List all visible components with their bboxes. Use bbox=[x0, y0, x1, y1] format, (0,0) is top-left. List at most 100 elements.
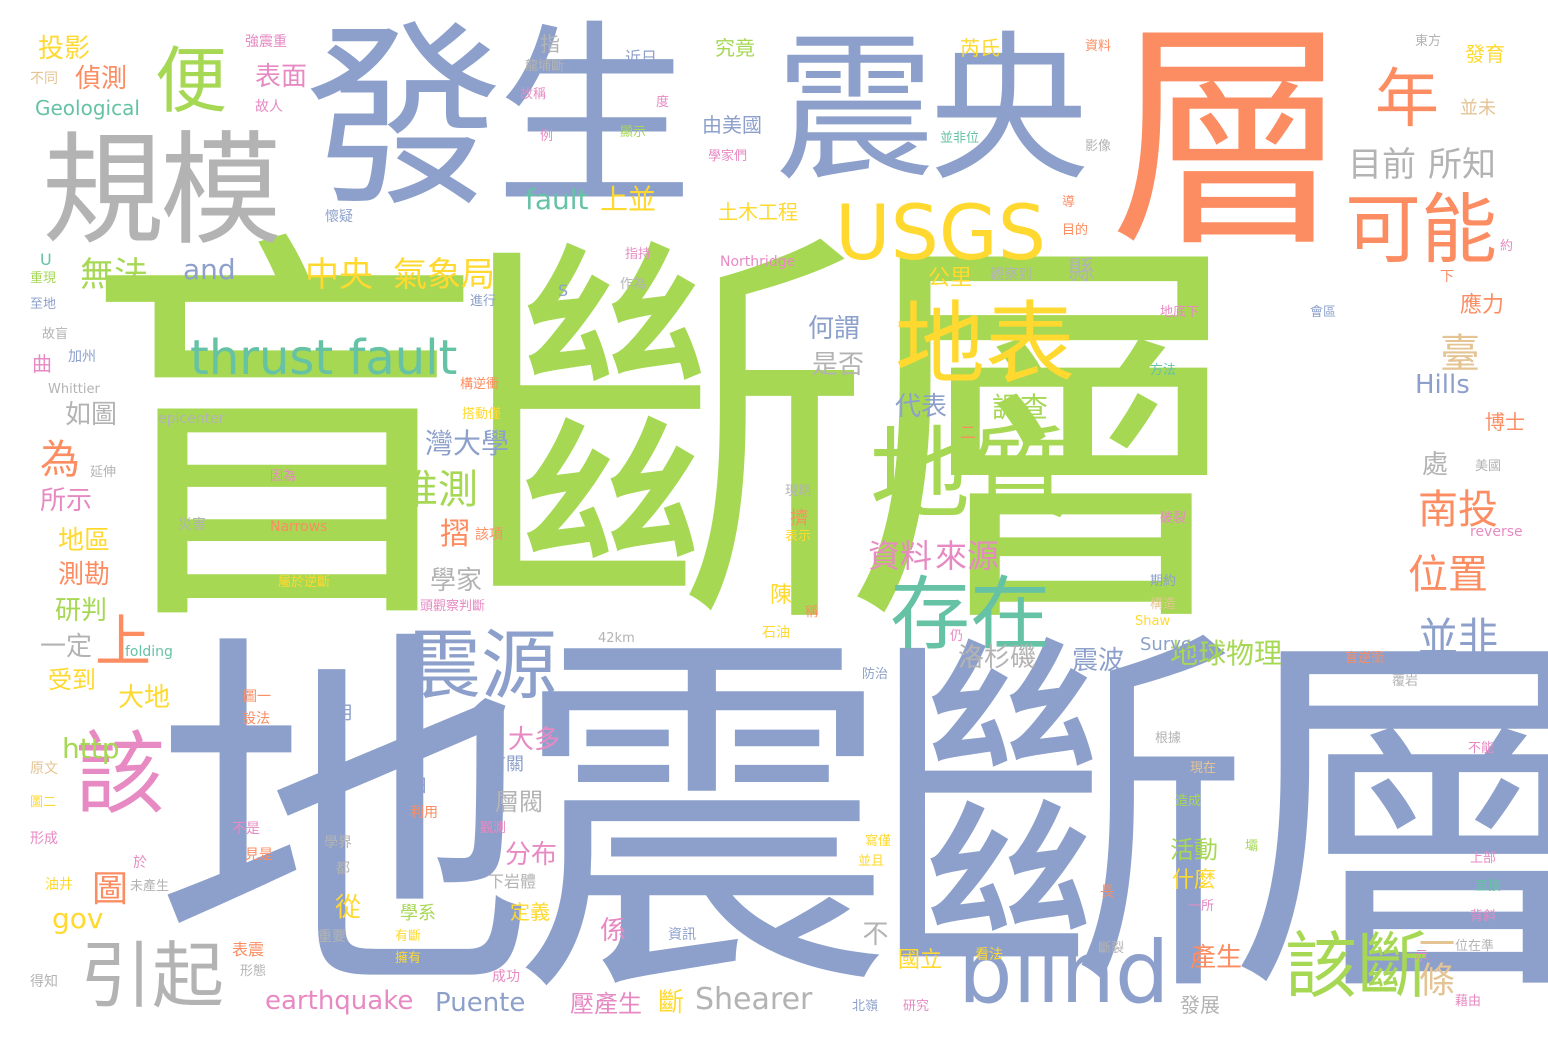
word-up-and: 上並 bbox=[600, 183, 657, 216]
word-support: 指持 bbox=[625, 247, 652, 262]
word-as-figure: 如圖 bbox=[65, 400, 118, 430]
word-after-all: 究竟 bbox=[715, 36, 755, 60]
word-information: 資訊 bbox=[668, 927, 696, 943]
word-prevention: 防治 bbox=[862, 667, 889, 682]
word-northridge-zh: 北嶺 bbox=[852, 999, 879, 1014]
word-national: 國立 bbox=[898, 948, 943, 973]
word-gu-ren: 故人 bbox=[255, 99, 283, 115]
word-fold: 摺 bbox=[440, 517, 470, 552]
word-underground: 地底下 bbox=[1160, 305, 1200, 320]
word-usgs: USGS bbox=[835, 188, 1047, 277]
word-infer: 推測 bbox=[398, 467, 478, 513]
word-survey-en: Survey bbox=[1140, 634, 1203, 655]
word-because: 因為 bbox=[270, 469, 297, 484]
word-activity-only: 搭動僅 bbox=[462, 407, 502, 422]
word-puente: Puente bbox=[435, 988, 526, 1018]
word-kilometer: 公里 bbox=[928, 266, 973, 291]
word-morphology: 形態 bbox=[240, 964, 267, 979]
word-is: 為 bbox=[40, 437, 80, 483]
word-direct: 直接 bbox=[1475, 879, 1502, 894]
word-fault: fault bbox=[525, 183, 589, 216]
word-only: 寫僅 bbox=[865, 834, 892, 849]
word-blind: blind bbox=[958, 923, 1170, 1023]
word-known: 所知 bbox=[1428, 145, 1496, 185]
word-day: 日 bbox=[410, 776, 428, 797]
word-original-text: 原文 bbox=[30, 761, 58, 777]
word-figure-one: 圖一 bbox=[243, 689, 271, 705]
word-not: 不 bbox=[858, 920, 888, 946]
word-usa: 美國 bbox=[1475, 459, 1502, 474]
word-u: U bbox=[40, 250, 52, 269]
word-scientist: 學家 bbox=[430, 566, 483, 596]
word-upper-part: 上部 bbox=[1470, 851, 1497, 866]
word-by-means: 藉由 bbox=[1455, 994, 1482, 1009]
word-the-fault: 該斷 bbox=[1285, 924, 1430, 1008]
word-hypocenter: 震源 bbox=[405, 621, 557, 710]
word-investigate: 調查 bbox=[992, 391, 1049, 424]
word-thrust-fault: thrust fault bbox=[190, 330, 458, 386]
word-to-ground: 至地 bbox=[30, 297, 57, 312]
word-university: 灣大學 bbox=[425, 427, 510, 460]
word-figure-two: 圖二 bbox=[30, 795, 57, 810]
word-observation-judge: 頭觀察判斷 bbox=[420, 599, 486, 614]
word-department: 學系 bbox=[400, 903, 436, 924]
word-layer: 層 bbox=[1110, 0, 1351, 280]
word-at: 於 bbox=[133, 855, 147, 871]
word-called: 稱 bbox=[805, 605, 819, 620]
word-geological: Geological bbox=[35, 96, 140, 120]
word-month: 月 bbox=[336, 703, 354, 724]
word-doctor: 博士 bbox=[1485, 410, 1525, 434]
word-epicenter-en: epicenter bbox=[158, 411, 225, 427]
word-then: 便 bbox=[155, 39, 228, 123]
word-seismic-wave: 震波 bbox=[1072, 646, 1125, 676]
word-judge: 研判 bbox=[55, 596, 108, 626]
word-from: 從 bbox=[335, 893, 362, 923]
word-42km: 42km bbox=[598, 631, 635, 646]
word-display: 顯示 bbox=[620, 125, 647, 140]
word-metro: 會區 bbox=[1310, 305, 1337, 320]
word-earthquake-fault-main: 地震斷層 bbox=[155, 600, 1548, 1043]
word-not-is: 並非 bbox=[1418, 615, 1498, 661]
word-squeeze: 擠 bbox=[790, 508, 808, 529]
word-place: 處 bbox=[1422, 450, 1449, 480]
word-refer: 指 bbox=[540, 32, 560, 56]
word-produce: 產生 bbox=[1190, 943, 1243, 973]
word-not-located: 並非位 bbox=[940, 131, 980, 146]
word-represent: 代表 bbox=[895, 392, 948, 422]
word-cause: 引起 bbox=[80, 934, 225, 1018]
word-still: 仍 bbox=[950, 629, 964, 644]
word-what-is: 何謂 bbox=[808, 314, 861, 344]
word-county: 縣 bbox=[1068, 256, 1095, 286]
word-suspect: 懷疑 bbox=[325, 209, 353, 225]
word-structure: 構造 bbox=[1150, 597, 1177, 612]
word-about: 約 bbox=[1500, 239, 1514, 254]
word-projection: 投影 bbox=[38, 34, 91, 64]
word-anticline: 背斜 bbox=[1470, 909, 1497, 924]
word-observe: 觀測 bbox=[480, 821, 507, 836]
word-below: 下 bbox=[1440, 269, 1454, 285]
word-utilize: 利用 bbox=[410, 805, 438, 821]
word-press-produce: 壓產生 bbox=[570, 990, 642, 1018]
word-nantou: 南投 bbox=[1418, 487, 1498, 533]
word-blind-thrust: 盲逆衝 bbox=[1345, 651, 1385, 666]
word-method: 方法 bbox=[1150, 363, 1177, 378]
word-distribution: 分布 bbox=[505, 840, 558, 870]
word-central: 中央 bbox=[305, 255, 373, 295]
word-data-small: 資料 bbox=[1085, 39, 1112, 54]
word-data: 資料 bbox=[868, 537, 933, 575]
word-has-fault: 有斷 bbox=[395, 929, 422, 944]
word-development: 發展 bbox=[1180, 993, 1220, 1017]
word-civil-engineering: 土木工程 bbox=[718, 200, 798, 224]
word-and: and bbox=[183, 253, 236, 286]
word-period: 期約 bbox=[1150, 574, 1177, 589]
word-be: 係 bbox=[600, 916, 627, 946]
word-the: 該 bbox=[75, 722, 165, 827]
word-act-as: 作為 bbox=[620, 277, 647, 292]
word-geophysics: 地球物理 bbox=[1170, 637, 1283, 670]
word-scientists: 學家們 bbox=[708, 149, 748, 164]
word-proceed: 進行 bbox=[470, 294, 497, 309]
word-indicate: 表示 bbox=[785, 529, 812, 544]
word-lower-rock: 下岩體 bbox=[488, 872, 537, 891]
word-degree: 度 bbox=[656, 95, 670, 110]
word-east: 東方 bbox=[1415, 34, 1442, 49]
